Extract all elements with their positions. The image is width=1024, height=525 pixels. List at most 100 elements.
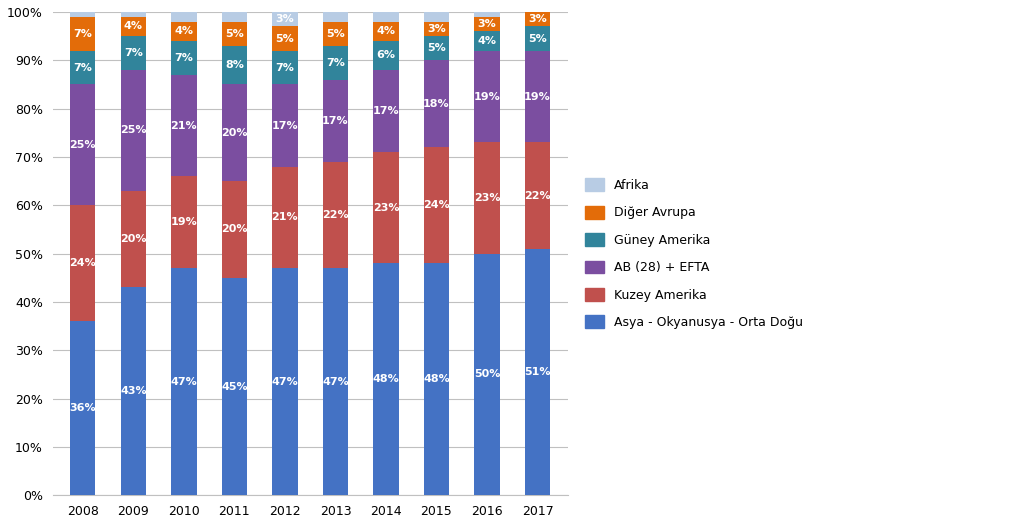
Bar <box>121 12 146 17</box>
Bar <box>374 152 398 264</box>
Text: 21%: 21% <box>271 213 298 223</box>
Bar <box>171 22 197 41</box>
Text: 7%: 7% <box>74 29 92 39</box>
Text: 43%: 43% <box>120 386 146 396</box>
Bar <box>272 50 298 85</box>
Text: 4%: 4% <box>174 26 194 36</box>
Bar <box>323 12 348 22</box>
Text: 20%: 20% <box>221 225 248 235</box>
Text: 4%: 4% <box>377 26 395 36</box>
Bar <box>222 12 247 22</box>
Bar <box>71 17 95 50</box>
Bar <box>374 264 398 495</box>
Text: 19%: 19% <box>524 91 551 101</box>
Text: 5%: 5% <box>427 43 445 53</box>
Text: 45%: 45% <box>221 382 248 392</box>
Text: 47%: 47% <box>271 377 298 387</box>
Bar <box>424 60 450 148</box>
Text: 17%: 17% <box>323 116 349 125</box>
Text: 3%: 3% <box>427 24 445 34</box>
Legend: Afrika, Diğer Avrupa, Güney Amerika, AB (28) + EFTA, Kuzey Amerika, Asya - Okyan: Afrika, Diğer Avrupa, Güney Amerika, AB … <box>580 172 810 335</box>
Bar <box>121 36 146 70</box>
Bar <box>374 22 398 41</box>
Bar <box>424 22 450 36</box>
Bar <box>272 26 298 50</box>
Text: 17%: 17% <box>271 121 298 131</box>
Bar <box>424 148 450 264</box>
Text: 7%: 7% <box>174 53 194 63</box>
Text: 47%: 47% <box>323 377 349 387</box>
Text: 23%: 23% <box>474 193 501 203</box>
Bar <box>71 50 95 85</box>
Bar <box>121 70 146 191</box>
Text: 36%: 36% <box>70 403 96 413</box>
Bar <box>272 85 298 166</box>
Bar <box>424 264 450 495</box>
Bar <box>374 41 398 70</box>
Text: 48%: 48% <box>423 374 450 384</box>
Bar <box>374 12 398 22</box>
Bar <box>71 12 95 17</box>
Bar <box>474 17 500 32</box>
Text: 48%: 48% <box>373 374 399 384</box>
Bar <box>71 85 95 205</box>
Text: 51%: 51% <box>524 367 551 377</box>
Text: 20%: 20% <box>120 234 146 244</box>
Text: 5%: 5% <box>275 34 294 44</box>
Bar <box>222 181 247 278</box>
Bar <box>171 41 197 75</box>
Bar <box>474 50 500 142</box>
Bar <box>272 268 298 495</box>
Text: 3%: 3% <box>275 14 294 24</box>
Bar <box>424 12 450 22</box>
Text: 20%: 20% <box>221 128 248 138</box>
Bar <box>171 75 197 176</box>
Text: 24%: 24% <box>423 201 450 211</box>
Text: 23%: 23% <box>373 203 399 213</box>
Bar <box>323 268 348 495</box>
Text: 18%: 18% <box>423 99 450 109</box>
Bar <box>323 22 348 46</box>
Text: 4%: 4% <box>124 22 143 32</box>
Text: 25%: 25% <box>120 125 146 135</box>
Bar <box>525 26 550 50</box>
Bar <box>474 254 500 495</box>
Text: 21%: 21% <box>171 121 198 131</box>
Text: 7%: 7% <box>326 58 345 68</box>
Bar <box>71 205 95 321</box>
Text: 22%: 22% <box>524 191 551 201</box>
Bar <box>121 288 146 495</box>
Text: 17%: 17% <box>373 106 399 116</box>
Text: 4%: 4% <box>477 36 497 46</box>
Bar <box>121 17 146 36</box>
Bar <box>222 22 247 46</box>
Text: 5%: 5% <box>326 29 345 39</box>
Bar <box>323 80 348 162</box>
Text: 8%: 8% <box>225 60 244 70</box>
Text: 50%: 50% <box>474 370 500 380</box>
Bar <box>171 12 197 22</box>
Bar <box>474 142 500 254</box>
Text: 5%: 5% <box>528 34 547 44</box>
Bar <box>222 85 247 181</box>
Bar <box>222 46 247 85</box>
Text: 19%: 19% <box>474 91 501 101</box>
Text: 7%: 7% <box>124 48 142 58</box>
Bar <box>323 46 348 80</box>
Text: 25%: 25% <box>70 140 96 150</box>
Bar <box>323 162 348 268</box>
Bar <box>272 166 298 268</box>
Text: 7%: 7% <box>275 62 294 72</box>
Text: 3%: 3% <box>477 19 497 29</box>
Text: 5%: 5% <box>225 29 244 39</box>
Text: 22%: 22% <box>323 210 349 220</box>
Bar <box>222 278 247 495</box>
Text: 6%: 6% <box>377 50 395 60</box>
Bar <box>525 142 550 249</box>
Bar <box>171 176 197 268</box>
Text: 19%: 19% <box>171 217 198 227</box>
Text: 24%: 24% <box>70 258 96 268</box>
Bar <box>71 321 95 495</box>
Bar <box>525 12 550 26</box>
Text: 7%: 7% <box>74 62 92 72</box>
